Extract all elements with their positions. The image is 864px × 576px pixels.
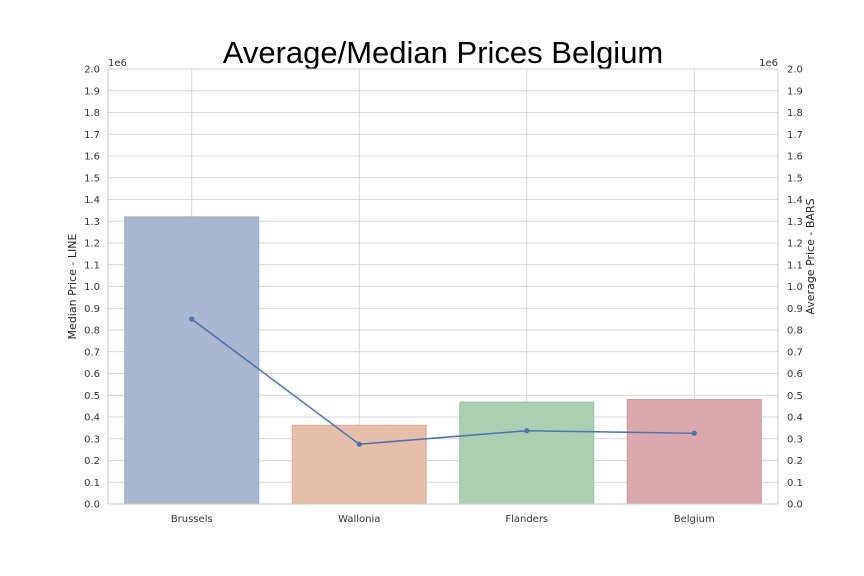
- line-series: [189, 316, 697, 447]
- left-y-tick-label: 1.2: [84, 239, 100, 250]
- left-y-tick-label: 1.9: [84, 86, 100, 97]
- left-y-tick-label: 0.0: [84, 500, 100, 511]
- right-y-tick-label: 1.0: [787, 282, 803, 293]
- right-y-tick-label: 1.5: [787, 173, 803, 184]
- left-y-tick-label: 0.9: [84, 304, 100, 315]
- left-y-tick-label: 1.5: [84, 173, 100, 184]
- left-y-tick-label: 0.4: [84, 413, 100, 424]
- line-point-wallonia: [356, 441, 362, 447]
- bar-wallonia: [291, 424, 427, 505]
- left-axis-label: Median Price - LINE: [66, 234, 79, 340]
- right-y-tick-label: 0.8: [787, 326, 803, 337]
- right-y-tick-label: 1.1: [787, 260, 803, 271]
- right-y-tick-label: 0.7: [787, 347, 803, 358]
- right-axis-label: Average Price - BARS: [804, 198, 817, 314]
- bar-series: [124, 216, 762, 505]
- axes: 0.0 0.0 0.1 0.1 0.2 0.2 0.3 0.3 0.4 0.4 0.5 0.5 0.6 0…: [84, 65, 803, 526]
- right-y-tick-label: 0.5: [787, 391, 803, 402]
- left-y-tick-label: 0.5: [84, 391, 100, 402]
- right-y-tick-label: 0.6: [787, 369, 803, 380]
- right-y-tick-label: 1.6: [787, 152, 803, 163]
- chart-title: Average/Median Prices Belgium: [223, 35, 664, 70]
- right-y-tick-label: 1.2: [787, 239, 803, 250]
- median-price-line: [191, 318, 695, 445]
- line-point-flanders: [524, 428, 530, 434]
- left-y-tick-label: 1.4: [84, 195, 100, 206]
- right-y-tick-label: 0.0: [787, 500, 803, 511]
- left-y-tick-label: 1.3: [84, 217, 100, 228]
- x-tick-label-belgium: Belgium: [674, 514, 715, 525]
- left-axis-offset-label: 1e6: [108, 58, 127, 69]
- bar-brussels: [124, 216, 260, 505]
- right-y-tick-label: 0.1: [787, 478, 803, 489]
- line-point-belgium: [691, 430, 697, 436]
- right-y-tick-label: 1.3: [787, 217, 803, 228]
- right-y-tick-label: 0.4: [787, 413, 803, 424]
- left-y-tick-label: 1.0: [84, 282, 100, 293]
- left-y-tick-label: 1.6: [84, 152, 100, 163]
- right-y-tick-label: 2.0: [787, 65, 803, 76]
- right-y-tick-label: 0.2: [787, 456, 803, 467]
- x-tick-label-flanders: Flanders: [505, 514, 548, 525]
- left-y-tick-label: 0.1: [84, 478, 100, 489]
- right-y-tick-label: 0.3: [787, 434, 803, 445]
- left-y-tick-label: 0.8: [84, 326, 100, 337]
- left-y-tick-label: 0.6: [84, 369, 100, 380]
- right-axis-offset-label: 1e6: [759, 58, 778, 69]
- left-y-tick-label: 0.7: [84, 347, 100, 358]
- left-y-tick-label: 1.7: [84, 130, 100, 141]
- left-y-tick-label: 1.1: [84, 260, 100, 271]
- x-tick-label-wallonia: Wallonia: [338, 514, 380, 525]
- bar-flanders: [459, 401, 595, 505]
- bar-belgium: [626, 399, 762, 505]
- left-y-tick-label: 0.2: [84, 456, 100, 467]
- right-y-tick-label: 1.9: [787, 86, 803, 97]
- left-y-tick-label: 0.3: [84, 434, 100, 445]
- right-y-tick-label: 0.9: [787, 304, 803, 315]
- right-y-tick-label: 1.7: [787, 130, 803, 141]
- right-y-tick-label: 1.8: [787, 108, 803, 119]
- x-tick-label-brussels: Brussels: [171, 514, 213, 525]
- left-y-tick-label: 1.8: [84, 108, 100, 119]
- left-y-tick-label: 2.0: [84, 65, 100, 76]
- right-y-tick-label: 1.4: [787, 195, 803, 206]
- line-point-brussels: [189, 316, 195, 322]
